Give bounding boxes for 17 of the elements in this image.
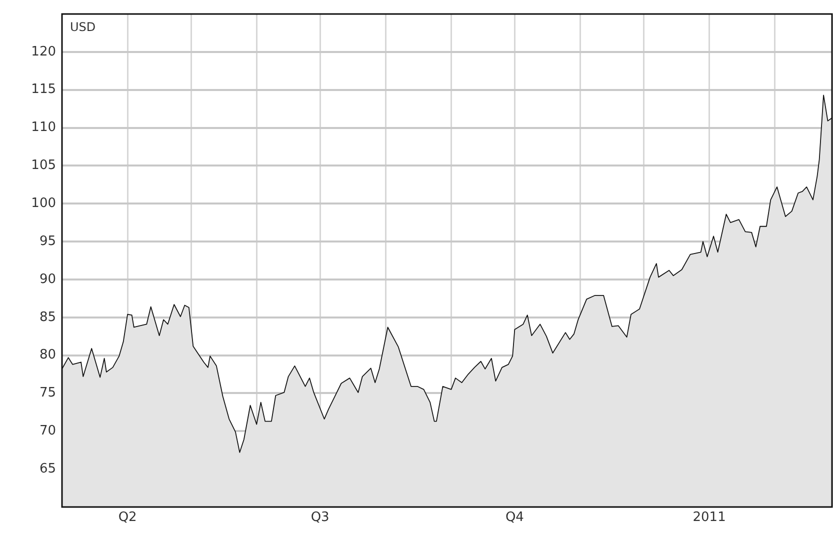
y-tick-label: 120 — [31, 44, 56, 60]
x-tick-label: Q4 — [505, 510, 524, 526]
y-tick-label: 95 — [39, 234, 56, 249]
y-tick-label: 85 — [39, 310, 56, 325]
y-tick-label: 105 — [31, 158, 56, 174]
y-tick-label: 110 — [31, 120, 56, 136]
y-tick-label: 100 — [31, 196, 56, 211]
y-tick-label: 65 — [39, 461, 56, 476]
x-tick-label: Q2 — [118, 510, 137, 526]
x-tick-label: 2011 — [692, 510, 726, 526]
y-tick-label: 90 — [39, 272, 56, 287]
y-tick-label: 80 — [39, 348, 56, 363]
y-tick-label: 115 — [31, 82, 56, 98]
annotation: USD — [70, 20, 96, 34]
x-tick-label: Q3 — [310, 510, 330, 526]
y-tick-label: 70 — [39, 424, 56, 439]
y-tick-label: 75 — [39, 386, 56, 401]
